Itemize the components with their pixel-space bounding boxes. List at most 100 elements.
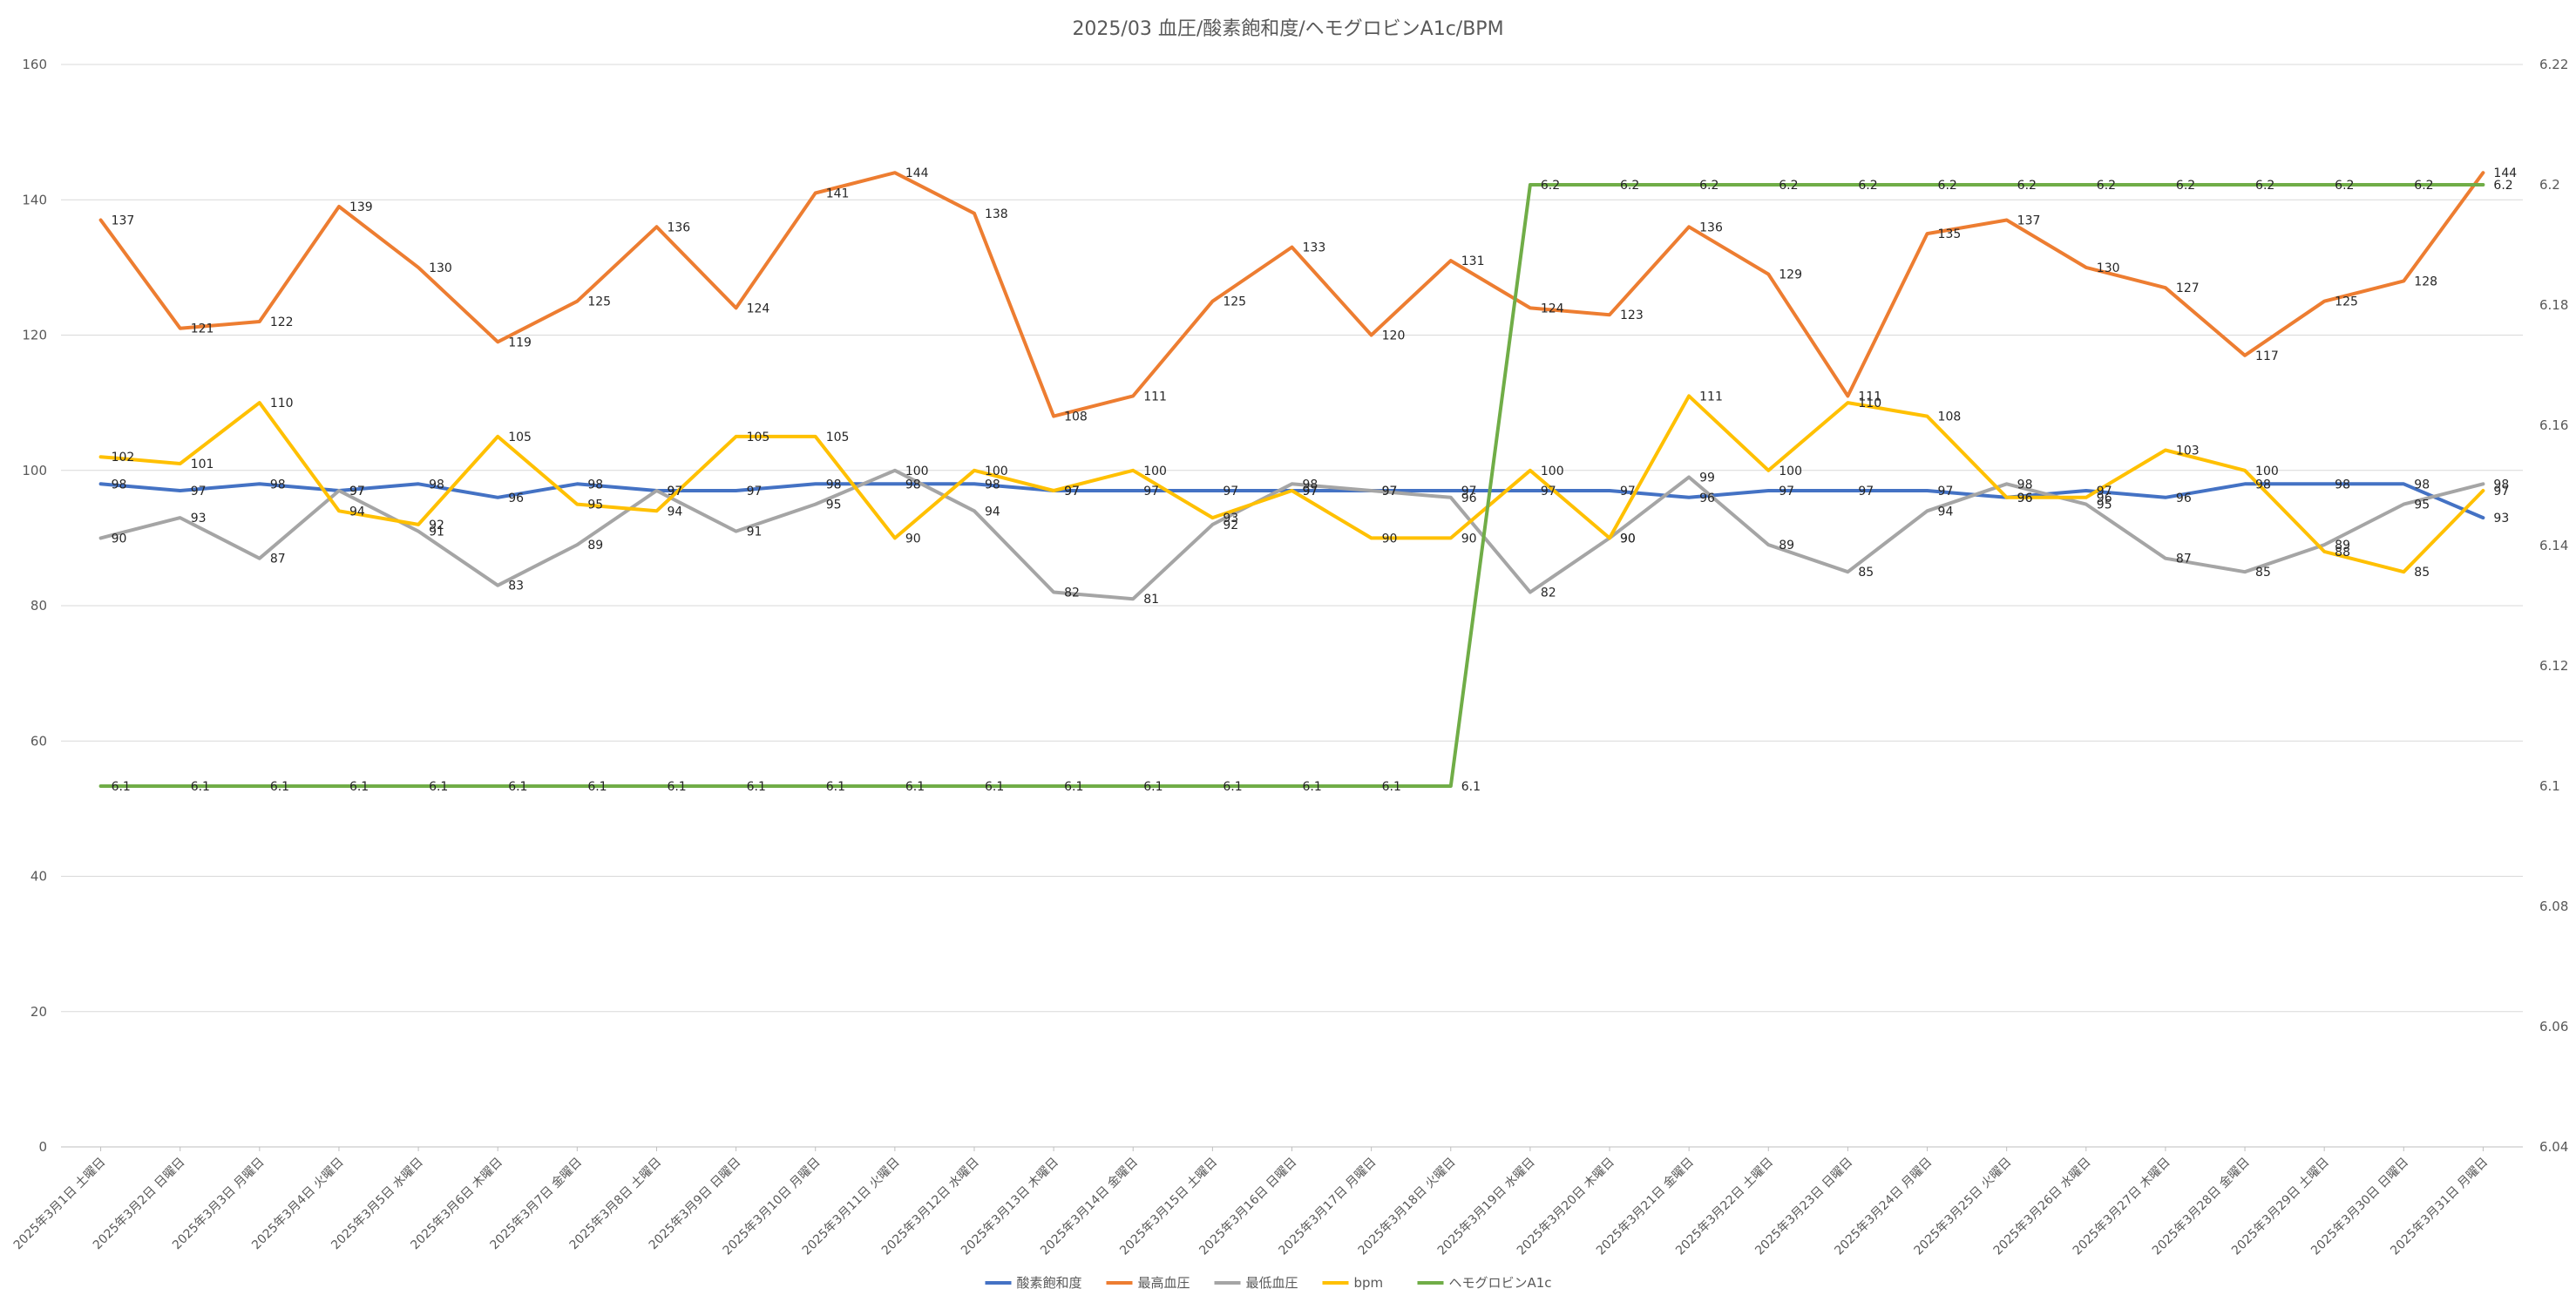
- data-label: 96: [1699, 492, 1715, 505]
- data-label: 6.1: [1223, 780, 1242, 794]
- data-label: 98: [2414, 478, 2430, 492]
- data-label: 105: [747, 431, 770, 444]
- data-label: 96: [2176, 492, 2192, 505]
- data-label: 97: [1858, 485, 1874, 499]
- data-label: 6.1: [667, 780, 686, 794]
- data-label: 136: [667, 220, 690, 234]
- data-label: 97: [1938, 485, 1954, 499]
- data-label: 6.1: [112, 780, 131, 794]
- data-label: 98: [2493, 478, 2509, 492]
- data-label: 95: [2097, 499, 2112, 512]
- data-label: 6.2: [2017, 179, 2037, 193]
- data-label: 6.1: [905, 780, 925, 794]
- data-label: 110: [270, 397, 294, 410]
- data-label: 6.1: [1461, 780, 1481, 794]
- data-label: 88: [2335, 546, 2350, 560]
- data-label: 138: [985, 207, 1008, 221]
- data-label: 90: [1620, 532, 1636, 546]
- data-label: 100: [985, 465, 1008, 478]
- data-label: 97: [349, 485, 365, 499]
- y-left-tick-label: 60: [31, 733, 47, 749]
- data-label: 137: [2017, 214, 2041, 228]
- data-label: 100: [1541, 465, 1564, 478]
- series-lines: [98, 171, 2485, 788]
- data-label: 89: [1779, 539, 1794, 553]
- data-label: 92: [1223, 519, 1238, 532]
- data-label: 94: [349, 505, 365, 519]
- data-label: 98: [429, 478, 444, 492]
- x-tick-label: 2025年3月8日 土曜日: [567, 1156, 665, 1253]
- y-right-tick-label: 6.1: [2539, 778, 2560, 794]
- y-right-tick-label: 6.16: [2539, 417, 2568, 433]
- data-label: 89: [587, 539, 603, 553]
- legend-label: bpm: [1354, 1275, 1384, 1291]
- y-left-tick-label: 20: [31, 1004, 47, 1020]
- data-label: 97: [2493, 485, 2509, 499]
- legend-label: 最低血圧: [1246, 1275, 1298, 1291]
- data-label: 130: [2097, 261, 2120, 275]
- data-label: 108: [1064, 410, 1088, 424]
- data-label: 6.1: [1382, 780, 1401, 794]
- data-label: 93: [2493, 512, 2509, 526]
- data-label: 85: [1858, 566, 1874, 580]
- data-label: 96: [2017, 492, 2033, 505]
- data-label: 6.2: [2414, 179, 2433, 193]
- data-label: 95: [2414, 499, 2430, 512]
- data-label: 122: [270, 315, 294, 329]
- data-label: 141: [826, 187, 850, 200]
- data-label: 125: [587, 295, 611, 309]
- data-label: 6.2: [2493, 179, 2512, 193]
- data-label: 98: [826, 478, 842, 492]
- data-label: 108: [1938, 410, 1962, 424]
- data-label: 87: [270, 553, 286, 566]
- left-y-axis: 0 20 40 60 80 100 120 140 160: [22, 57, 47, 1155]
- data-label: 98: [2255, 478, 2271, 492]
- data-label: 100: [2255, 465, 2279, 478]
- data-label: 97: [1064, 485, 1080, 499]
- data-label: 97: [1303, 485, 1319, 499]
- data-label: 89: [2335, 539, 2350, 553]
- data-label: 100: [905, 465, 929, 478]
- y-left-tick-label: 0: [38, 1139, 47, 1155]
- y-left-tick-label: 80: [31, 598, 47, 614]
- y-right-tick-label: 6.22: [2539, 57, 2568, 72]
- data-label: 96: [508, 492, 524, 505]
- data-label: 99: [1699, 471, 1715, 485]
- data-label: 139: [349, 200, 373, 214]
- legend: 酸素飽和度 最高血圧 最低血圧 bpm ヘモグロビンA1c: [985, 1275, 1552, 1291]
- data-label: 98: [1303, 478, 1319, 492]
- y-right-tick-label: 6.2: [2539, 177, 2560, 193]
- data-label: 97: [1064, 485, 1080, 499]
- series-line-bpm: [98, 394, 2485, 574]
- data-label: 97: [747, 485, 763, 499]
- data-label: 124: [1541, 302, 1564, 315]
- data-label: 94: [667, 505, 682, 519]
- data-label: 97: [1382, 485, 1398, 499]
- data-label: 97: [1461, 485, 1477, 499]
- data-label: 129: [1779, 268, 1802, 282]
- x-tick-label: 2025年3月2日 日曜日: [91, 1156, 188, 1253]
- data-label: 95: [587, 499, 603, 512]
- data-label: 87: [2176, 553, 2192, 566]
- data-label: 6.1: [985, 780, 1004, 794]
- y-left-tick-label: 120: [22, 328, 47, 343]
- data-label: 102: [112, 451, 135, 465]
- data-label: 94: [1938, 505, 1954, 519]
- data-label: 97: [349, 485, 365, 499]
- y-left-tick-label: 140: [22, 192, 47, 207]
- data-label: 119: [508, 336, 532, 349]
- data-label: 97: [667, 485, 682, 499]
- data-label: 6.1: [747, 780, 766, 794]
- data-label: 6.2: [1620, 179, 1639, 193]
- x-tick-label: 2025年3月3日 月曜日: [170, 1156, 268, 1253]
- data-label: 97: [1620, 485, 1636, 499]
- data-label: 85: [2414, 566, 2430, 580]
- data-label: 103: [2176, 444, 2200, 458]
- data-label: 97: [1223, 485, 1238, 499]
- y-right-tick-label: 6.14: [2539, 538, 2568, 553]
- series-line-最高血圧: [98, 171, 2485, 418]
- data-label: 98: [270, 478, 286, 492]
- data-label: 100: [1143, 465, 1167, 478]
- data-label: 105: [508, 431, 532, 444]
